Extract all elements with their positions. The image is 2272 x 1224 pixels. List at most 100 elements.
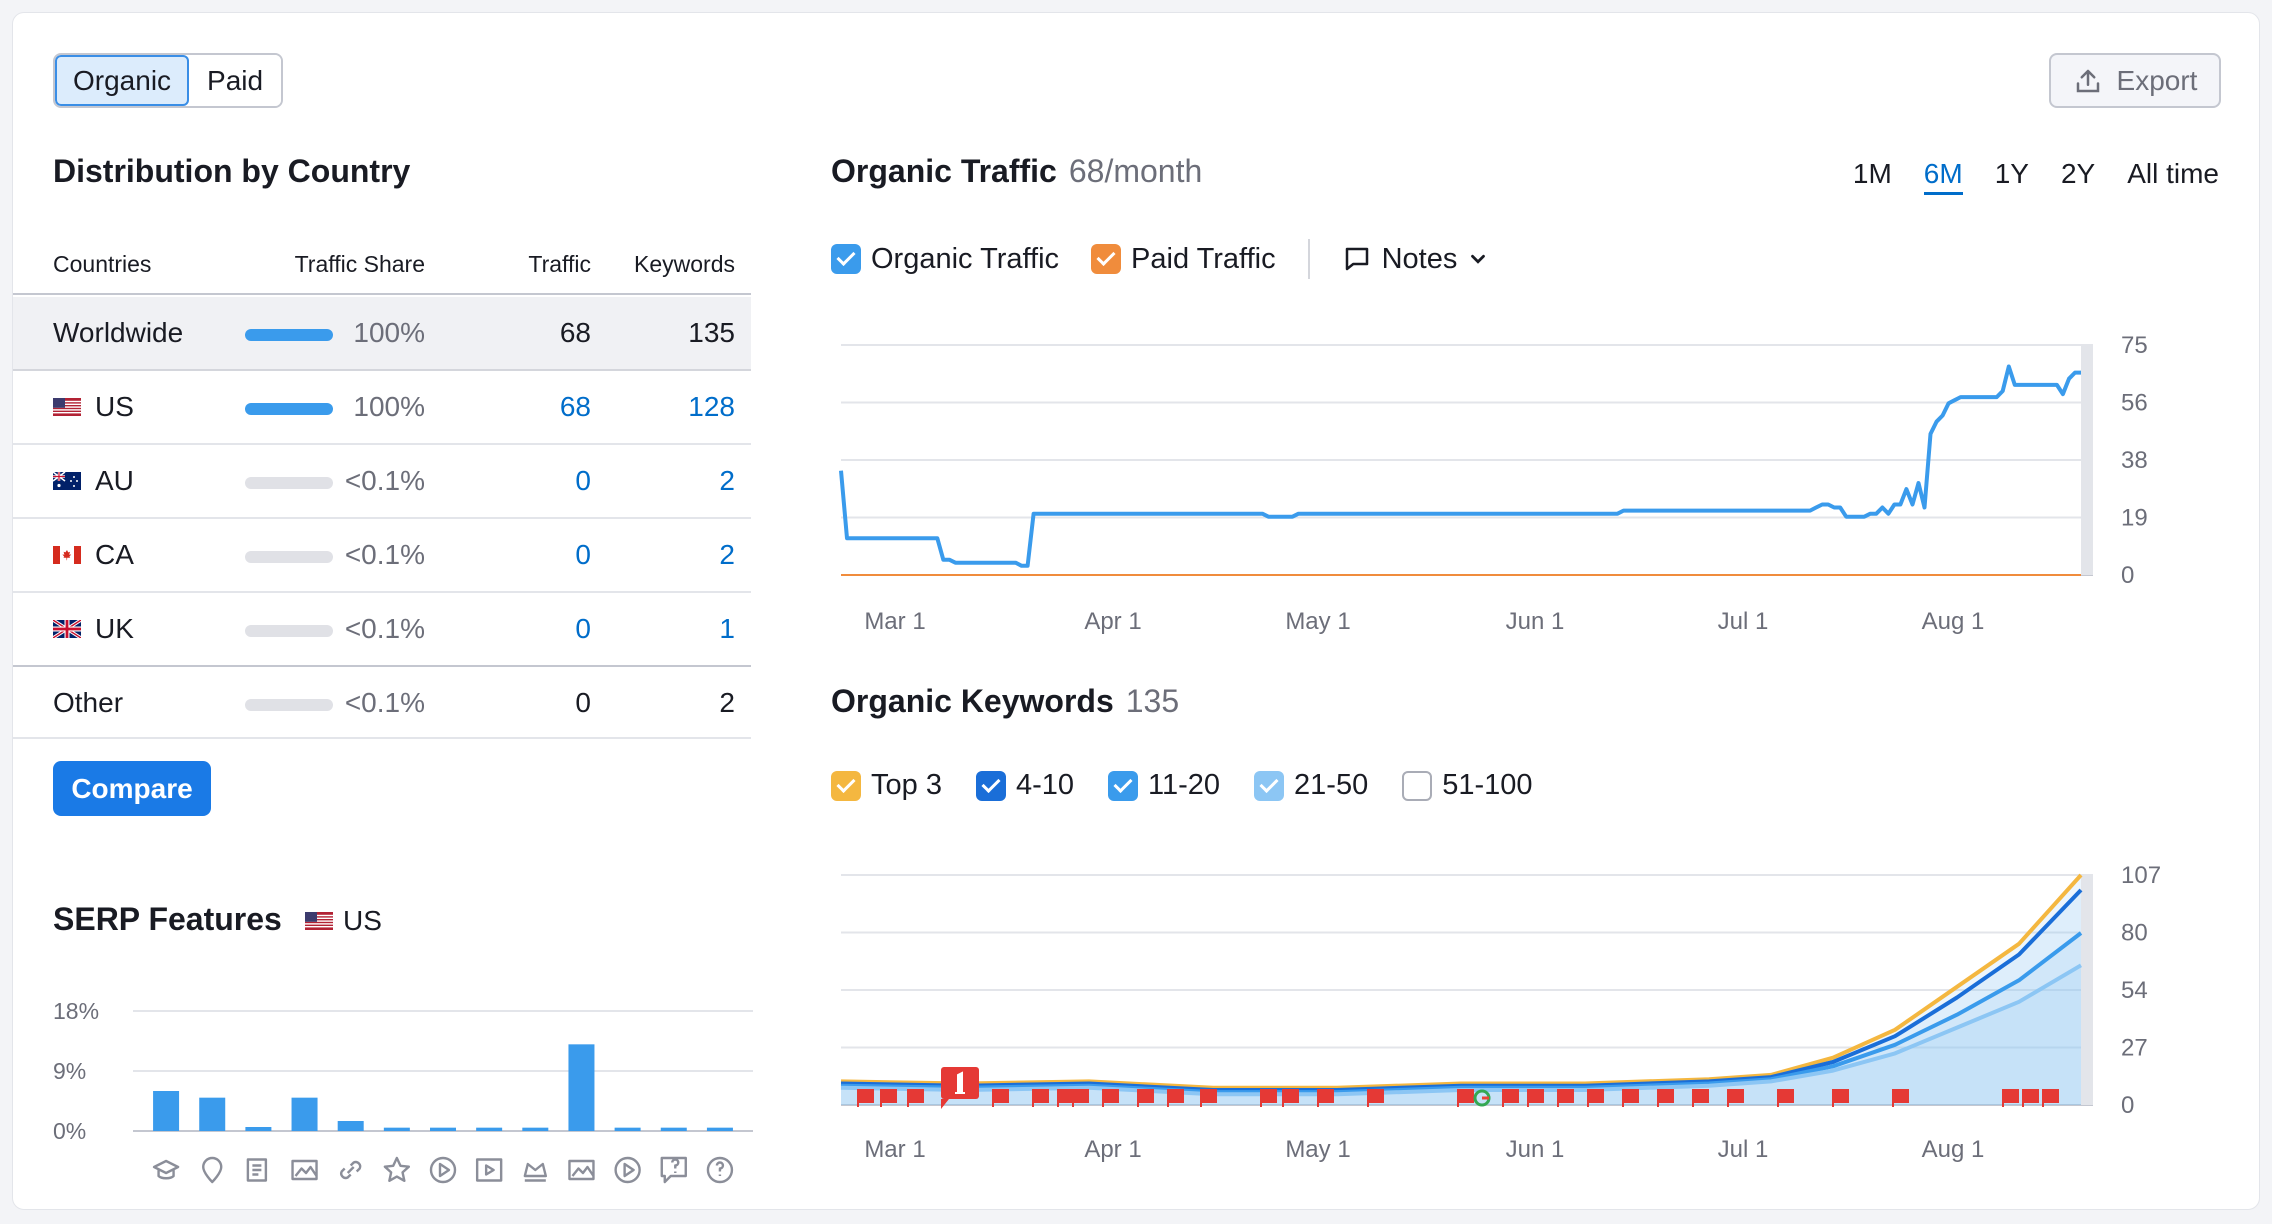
col-keywords[interactable]: Keywords xyxy=(634,251,735,277)
keywords-value: 135 xyxy=(688,317,735,348)
range-2y[interactable]: 2Y xyxy=(2060,158,2096,189)
country-name[interactable]: CA xyxy=(95,539,134,570)
note-flag-icon xyxy=(1623,1089,1639,1103)
country-name[interactable]: AU xyxy=(95,465,134,496)
serp-bar-video xyxy=(430,1127,456,1131)
serp-bar-knowledge-panel xyxy=(522,1127,549,1131)
range-6m[interactable]: 6M xyxy=(1923,158,1963,195)
organic-keywords-title: Organic Keywords 135 xyxy=(831,683,1179,720)
local-pack-icon xyxy=(202,1156,223,1184)
note-flag-icon xyxy=(1201,1089,1217,1103)
distribution-table-header: Countries Traffic Share Traffic Keywords xyxy=(13,235,751,295)
traffic-share: <0.1% xyxy=(344,613,425,644)
traffic-y-tick: 38 xyxy=(2121,447,2148,474)
image-pack-icon xyxy=(291,1159,318,1181)
kw-area-1 xyxy=(841,890,2081,1105)
organic-traffic-value: 68/month xyxy=(1068,153,1203,189)
kw-x-tick: Jun 1 xyxy=(1506,1136,1565,1163)
traffic-share: 100% xyxy=(353,317,425,348)
kw-x-tick: May 1 xyxy=(1285,1136,1350,1163)
traffic-share: <0.1% xyxy=(344,465,425,496)
traffic-y-tick: 0 xyxy=(2121,562,2134,589)
serp-bar-image xyxy=(568,1044,595,1131)
sitelinks-icon xyxy=(340,1160,362,1180)
range-1m[interactable]: 1M xyxy=(1852,158,1892,189)
legend-top3: Top 3 xyxy=(871,769,942,801)
comment-icon xyxy=(1345,247,1368,271)
export-button[interactable]: Export xyxy=(2049,53,2221,108)
traffic-x-tick: Jul 1 xyxy=(1718,608,1769,635)
traffic-x-tick: Apr 1 xyxy=(1084,608,1141,635)
share-bar xyxy=(245,403,333,415)
keywords-value[interactable]: 1 xyxy=(719,613,735,644)
col-countries[interactable]: Countries xyxy=(53,251,152,277)
col-traffic[interactable]: Traffic xyxy=(528,251,591,277)
note-flag-icon xyxy=(1658,1089,1674,1103)
share-bar xyxy=(245,477,333,489)
table-row: Worldwide 100% 68 135 xyxy=(13,297,751,371)
serp-bar-featured-snippet xyxy=(153,1091,180,1131)
top3-checkbox[interactable] xyxy=(831,770,861,801)
featured-snippet-icon xyxy=(152,1159,180,1180)
traffic-value[interactable]: 0 xyxy=(575,613,591,644)
range-21-50-checkbox[interactable] xyxy=(1254,770,1285,801)
range-4-10-checkbox[interactable] xyxy=(975,770,1006,801)
kw-y-tick: 27 xyxy=(2121,1035,2148,1062)
traffic-value[interactable]: 0 xyxy=(575,465,591,496)
organic-traffic-checkbox[interactable] xyxy=(831,244,861,274)
toggle-paid[interactable]: Paid xyxy=(189,55,282,106)
keywords-value[interactable]: 2 xyxy=(719,465,735,496)
ca-flag-icon xyxy=(53,546,81,564)
country-name[interactable]: UK xyxy=(95,613,134,644)
note-flag-icon xyxy=(1458,1089,1474,1103)
note-flag-icon xyxy=(1728,1089,1744,1103)
note-flag-icon xyxy=(1503,1089,1519,1103)
period-selector: 1M 6M 1Y 2Y All time xyxy=(1853,158,2219,195)
traffic-value[interactable]: 68 xyxy=(559,391,591,422)
note-flag-icon xyxy=(1693,1089,1709,1103)
serp-bar-top-stories xyxy=(383,1127,410,1131)
serp-bar-local-pack xyxy=(199,1097,226,1131)
col-traffic-share[interactable]: Traffic Share xyxy=(294,251,425,277)
traffic-share: <0.1% xyxy=(344,539,425,570)
serp-country[interactable]: US xyxy=(305,905,382,937)
table-row: CA <0.1% 0 2 xyxy=(13,519,751,593)
range-11-20-checkbox[interactable] xyxy=(1108,770,1138,801)
video-icon xyxy=(429,1156,457,1184)
note-flag-icon xyxy=(1893,1089,1909,1103)
share-bar xyxy=(245,625,333,637)
traffic-x-tick: Mar 1 xyxy=(864,608,925,635)
kw-y-tick: 107 xyxy=(2121,862,2161,889)
kw-area-0 xyxy=(841,875,2081,1105)
organic-research-card: Organic Paid Export Distribution by Coun… xyxy=(12,12,2260,1210)
uk-flag-icon xyxy=(53,620,81,638)
note-flag-icon xyxy=(993,1089,1009,1103)
toggle-organic[interactable]: Organic xyxy=(55,55,190,106)
notes-dropdown[interactable]: Notes xyxy=(1342,243,1490,276)
serp-features-chart: 18% 9% 0% xyxy=(53,998,753,1184)
serp-country-label: US xyxy=(343,905,382,936)
kw-line-21-50 xyxy=(840,963,2083,1097)
traffic-legend: Organic Traffic Paid Traffic Notes xyxy=(831,239,1489,279)
paid-traffic-checkbox[interactable] xyxy=(1091,244,1122,274)
country-name[interactable]: US xyxy=(95,391,134,422)
note-flag-icon xyxy=(2003,1089,2019,1103)
range-51-100-checkbox[interactable] xyxy=(1402,770,1433,801)
range-all-time[interactable]: All time xyxy=(2127,158,2219,189)
kw-x-tick: Aug 1 xyxy=(1922,1136,1985,1163)
compare-button[interactable]: Compare xyxy=(53,761,211,816)
keywords-value[interactable]: 128 xyxy=(688,391,735,422)
table-row: Other <0.1% 0 2 xyxy=(13,665,751,739)
keywords-legend: Top 3 4-10 11-20 21-50 51-100 xyxy=(831,769,1533,802)
traffic-value[interactable]: 0 xyxy=(575,539,591,570)
faq-icon xyxy=(660,1156,687,1184)
note-flag-icon xyxy=(2023,1089,2039,1103)
range-1y[interactable]: 1Y xyxy=(1994,158,2029,189)
keywords-value[interactable]: 2 xyxy=(719,539,735,570)
legend-4-10: 4-10 xyxy=(1015,769,1074,801)
kw-y-tick: 54 xyxy=(2121,977,2148,1004)
video-carousel-icon xyxy=(475,1158,503,1182)
video-2-icon xyxy=(614,1156,641,1184)
export-label: Export xyxy=(2116,64,2198,96)
chevron-down-icon xyxy=(1471,254,1486,264)
